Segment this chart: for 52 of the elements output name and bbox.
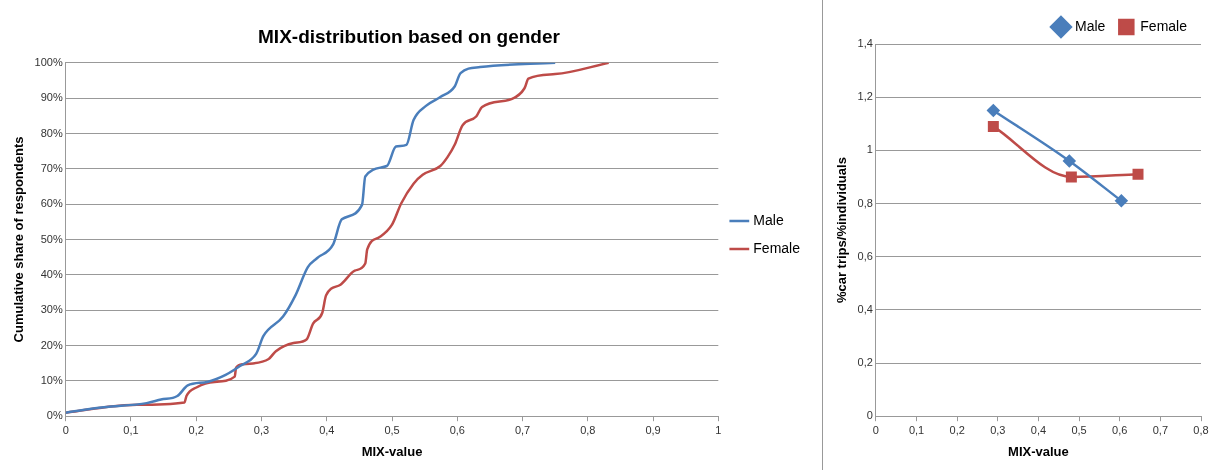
y-tick-label: 40% [40,267,63,280]
y-tick-label: 80% [40,126,63,139]
y-tick-label: 0,4 [857,302,873,315]
point [1065,171,1077,183]
point [987,120,999,132]
legend-label: Female [1140,17,1188,34]
x-tick-label: 0,3 [990,423,1006,436]
x-tick-label: 0,9 [645,423,661,436]
x-tick-label: 0,5 [1071,423,1087,436]
x-tick-label: 0,6 [1112,423,1128,436]
chart-title: MIX-distribution based on gender [258,25,561,47]
point [1115,194,1128,208]
x-tick-label: 0,2 [949,423,965,436]
x-tick-label: 0,4 [319,423,335,436]
point [987,104,1000,117]
x-tick-label: 1 [715,423,722,436]
y-tick-label: 50% [40,232,63,245]
y-tick-label: 90% [40,91,63,104]
legend-label: Male [753,211,784,228]
y-axis-title: Cumulative share of respondents [11,136,27,343]
x-tick-label: 0,4 [1030,423,1047,436]
y-tick-label: 20% [40,338,63,351]
x-axis-title: MIX-value [1008,443,1069,459]
x-tick-label: 0,8 [1193,423,1209,436]
x-tick-label: 0,5 [384,423,400,436]
y-tick-label: 10% [40,373,63,386]
point [1063,154,1076,168]
y-tick-label: 1 [866,143,873,156]
x-tick-label: 0,7 [1152,423,1169,436]
y-axis-title: %car trips/%individuals [834,157,850,304]
y-tick-label: 0 [866,409,873,422]
legend-label: Female [753,239,801,256]
y-tick-label: 60% [40,197,63,210]
x-tick-label: 0,8 [580,423,596,436]
x-tick-label: 0,7 [514,423,531,436]
y-tick-label: 1,2 [857,90,873,103]
x-tick-label: 0,1 [123,423,139,436]
y-tick-label: 0,6 [857,249,873,262]
y-tick-label: 100% [34,55,63,68]
x-axis-title: MIX-value [361,443,423,459]
y-tick-label: 0,8 [857,196,873,209]
x-tick-label: 0,3 [253,423,270,436]
y-tick-label: 0% [46,409,63,422]
x-tick-label: 0,6 [449,423,465,436]
y-tick-label: 1,4 [857,37,873,50]
point [1132,168,1144,180]
y-tick-label: 30% [40,303,63,316]
y-tick-label: 70% [40,161,63,174]
x-tick-label: 0,2 [188,423,204,436]
x-tick-label: 0,1 [908,423,925,436]
legend-label: Male [1074,17,1106,34]
y-tick-label: 0,2 [857,356,873,369]
